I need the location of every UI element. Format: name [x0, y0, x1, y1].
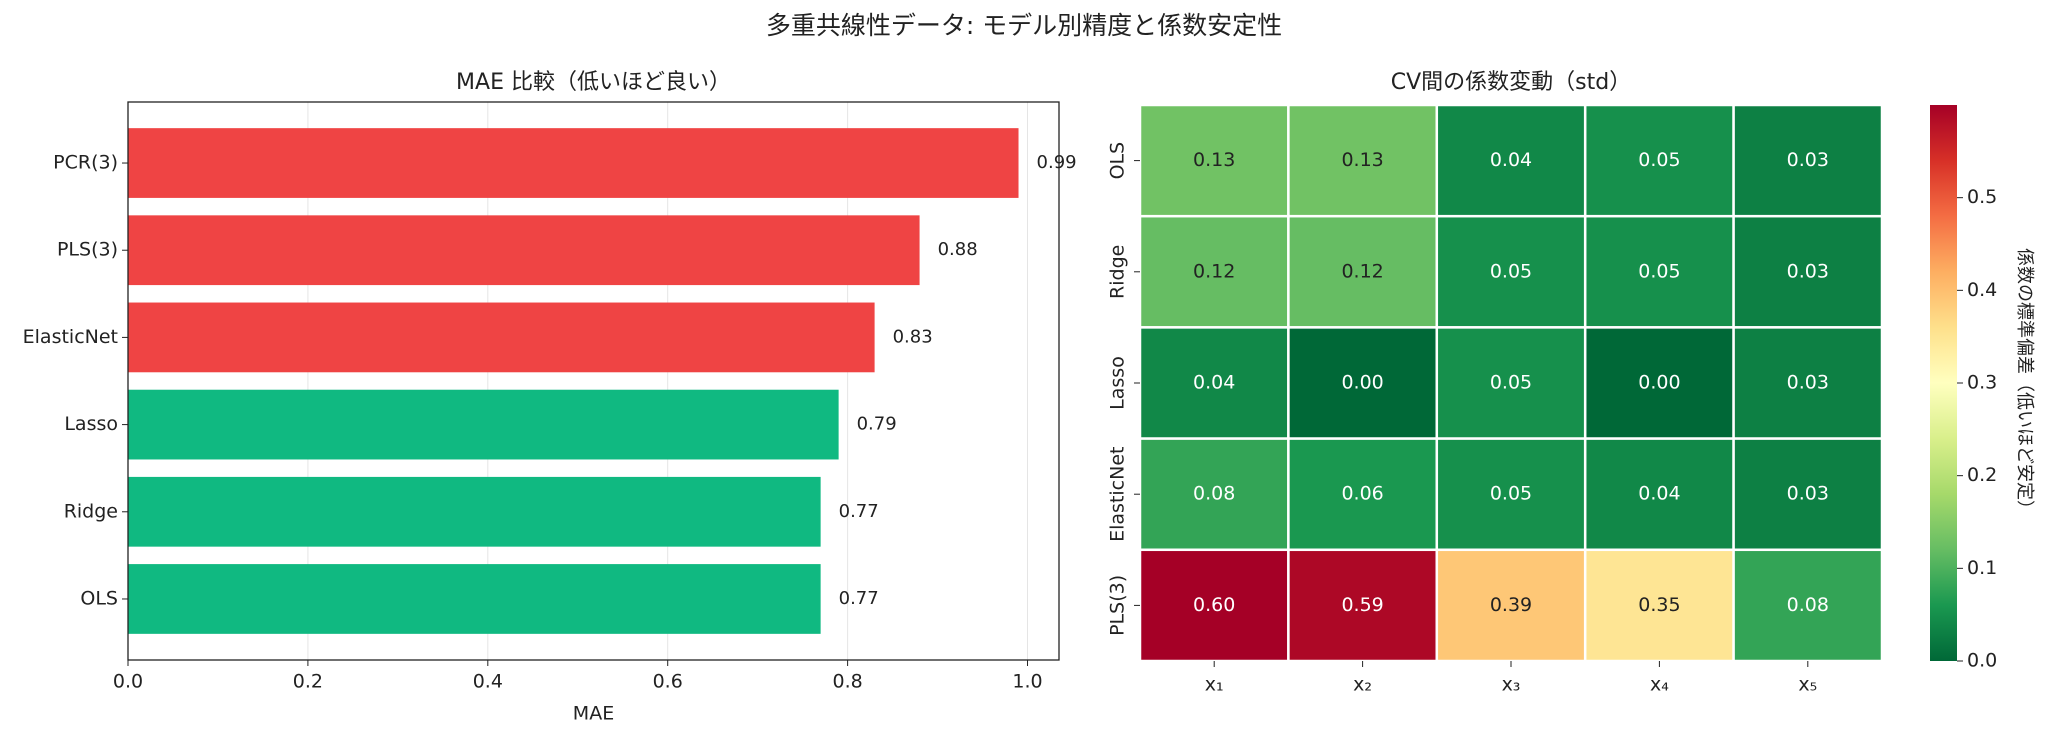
- heatmap-cell: [1287, 326, 1439, 440]
- cell-label: 0.05: [1638, 149, 1680, 171]
- y-tick-label: Ridge: [64, 500, 118, 522]
- colorbar-tick-label: 0.0: [1967, 650, 1997, 672]
- cell-label: 0.00: [1341, 372, 1383, 394]
- y-tick-label: Lasso: [1107, 356, 1129, 410]
- colorbar-tick-label: 0.2: [1967, 464, 1997, 486]
- bar: [128, 476, 821, 547]
- heatmap-cell: [1583, 326, 1735, 440]
- value-label: 0.79: [857, 414, 897, 435]
- heatmap-cell: [1287, 214, 1439, 329]
- cell-label: 0.03: [1787, 149, 1829, 171]
- cell-label: 0.08: [1193, 483, 1235, 505]
- colorbar-tick-label: 0.5: [1967, 186, 1997, 208]
- y-tick-label: PLS(3): [1107, 575, 1129, 636]
- x-tick-label: x₄: [1650, 674, 1669, 696]
- x-tick-label: 0.4: [473, 671, 503, 693]
- x-tick-label: x₃: [1502, 674, 1521, 696]
- colorbar-tick-label: 0.3: [1967, 372, 1997, 394]
- heatmap-cell: [1732, 437, 1884, 552]
- cell-label: 0.12: [1341, 260, 1383, 282]
- heatmap-cell: [1287, 437, 1439, 552]
- heatmap-cell: [1287, 103, 1439, 218]
- x-tick-label: x₅: [1798, 674, 1817, 696]
- cell-label: 0.12: [1193, 260, 1235, 282]
- x-tick-label: 1.0: [1012, 671, 1042, 693]
- value-label: 0.83: [893, 326, 933, 347]
- colorbar-label: 係数の標準偏差（低いほど安定）: [2014, 248, 2035, 518]
- value-label: 0.99: [1037, 152, 1077, 173]
- cell-label: 0.06: [1341, 483, 1383, 505]
- x-tick-label: 0.6: [653, 671, 683, 693]
- plot-frame: [127, 101, 1060, 661]
- cell-label: 0.05: [1490, 483, 1532, 505]
- cell-label: 0.05: [1490, 260, 1532, 282]
- cell-label: 0.03: [1787, 483, 1829, 505]
- bar: [128, 128, 1019, 198]
- cell-label: 0.39: [1490, 594, 1532, 616]
- value-label: 0.77: [839, 501, 879, 522]
- cell-label: 0.13: [1341, 149, 1383, 171]
- y-tick-label: PLS(3): [57, 239, 118, 261]
- cell-label: 0.00: [1638, 372, 1680, 394]
- heatmap-cell: [1435, 103, 1587, 218]
- x-tick-label: x₁: [1205, 674, 1224, 696]
- heatmap-cell: [1435, 326, 1587, 440]
- cell-label: 0.04: [1638, 483, 1680, 505]
- cell-label: 0.04: [1490, 149, 1532, 171]
- colorbar-tick-label: 0.4: [1967, 279, 1997, 301]
- bar: [128, 215, 920, 286]
- bar: [128, 389, 839, 460]
- y-tick-label: Ridge: [1107, 245, 1129, 299]
- heatmap-cell: [1583, 437, 1735, 552]
- cell-label: 0.60: [1193, 594, 1235, 616]
- cell-label: 0.08: [1787, 594, 1829, 616]
- y-tick-label: Lasso: [64, 413, 118, 435]
- y-tick-label: ElasticNet: [1107, 447, 1129, 542]
- heatmap-cell: [1287, 548, 1439, 663]
- cell-label: 0.59: [1341, 594, 1383, 616]
- y-tick-label: PCR(3): [53, 152, 118, 174]
- chart-title: CV間の係数変動（std）: [1391, 70, 1631, 95]
- y-tick-label: OLS: [80, 587, 118, 609]
- y-tick-label: OLS: [1107, 142, 1129, 180]
- x-tick-label: x₂: [1353, 674, 1372, 696]
- value-label: 0.88: [938, 239, 978, 260]
- x-tick-label: 0.2: [293, 671, 323, 693]
- y-tick-label: ElasticNet: [23, 326, 118, 348]
- cell-label: 0.13: [1193, 149, 1235, 171]
- heatmap-cell: [1435, 437, 1587, 552]
- heatmap-cell: [1435, 214, 1587, 329]
- x-tick-label: 0.0: [113, 671, 143, 693]
- cell-label: 0.03: [1787, 260, 1829, 282]
- figure-title: 多重共線性データ: モデル別精度と係数安定性: [766, 11, 1282, 40]
- cell-label: 0.03: [1787, 372, 1829, 394]
- bar: [128, 564, 821, 634]
- bar: [128, 302, 875, 373]
- heatmap-cell: [1732, 548, 1884, 663]
- colorbar: [1930, 105, 1957, 661]
- cell-label: 0.35: [1638, 594, 1680, 616]
- cell-label: 0.05: [1490, 372, 1532, 394]
- heatmap-cell: [1435, 548, 1587, 663]
- cell-label: 0.04: [1193, 372, 1235, 394]
- heatmap-cell: [1732, 214, 1884, 329]
- cell-label: 0.05: [1638, 260, 1680, 282]
- colorbar-tick-label: 0.1: [1967, 557, 1997, 579]
- heatmap-cell: [1138, 326, 1290, 440]
- x-tick-label: 0.8: [833, 671, 863, 693]
- chart-title: MAE 比較（低いほど良い）: [456, 70, 731, 95]
- value-label: 0.77: [839, 588, 879, 609]
- x-axis-label: MAE: [573, 703, 614, 725]
